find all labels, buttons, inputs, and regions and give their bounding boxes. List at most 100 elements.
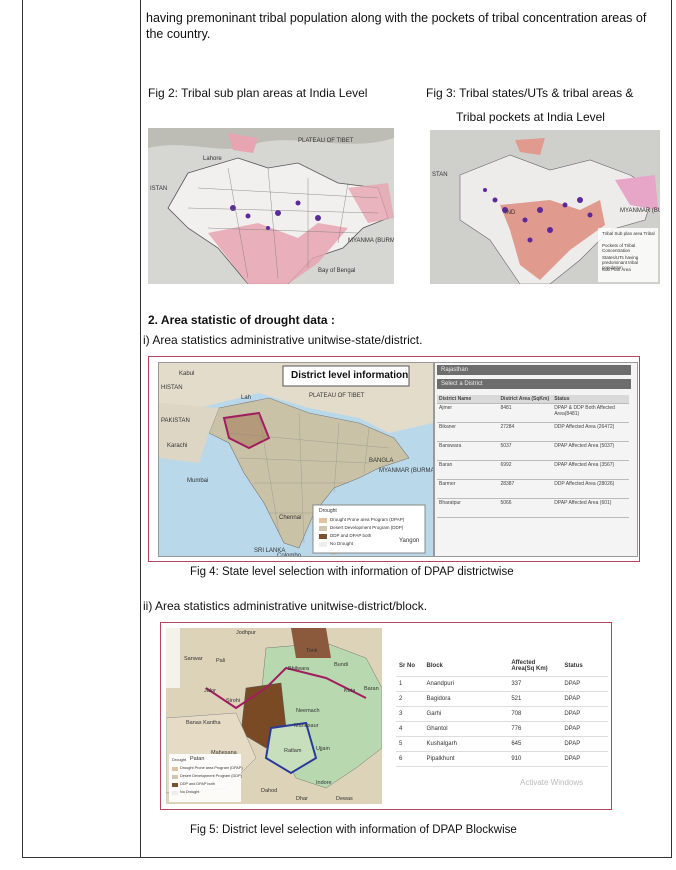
fig3-caption: Fig 3: Tribal states/UTs & tribal areas … xyxy=(426,86,634,100)
table-cell: Bikaner xyxy=(437,422,499,442)
fig3-map: STAN IND MYANMAR (BURMA) Tribal Sub plan ar… xyxy=(430,130,660,284)
table-cell: 1 xyxy=(396,676,424,692)
fig3-map-art xyxy=(430,130,660,284)
table-cell: 708 xyxy=(508,706,562,722)
legend-item: Drought Prone area Program (DPAP) xyxy=(180,766,243,770)
header-cell: Affected Area(Sq Km) xyxy=(508,656,562,677)
table-cell: Banswara xyxy=(437,441,499,461)
map-label: MYANMAR (BURMA) xyxy=(620,208,660,214)
table-cell: Pipalkhunt xyxy=(423,751,509,767)
map-label: Yangon xyxy=(399,538,420,544)
map-label: Sanwar xyxy=(184,656,203,662)
table-cell: DPAP xyxy=(561,736,608,752)
table-cell: Bharatpur xyxy=(437,498,499,518)
table-row: Bharatpur 5066 DPAP Affected Area (601) xyxy=(437,498,629,518)
map-label: Ujjain xyxy=(316,746,330,752)
subsection-text: ii) Area statistics administrative unitw… xyxy=(143,599,428,613)
legend-title: Drought xyxy=(319,508,337,514)
table-cell: DPAP xyxy=(561,721,608,737)
data-table: District Name District Area (SqKm) Status A… xyxy=(437,395,629,518)
state-select[interactable]: Rajasthan xyxy=(437,365,631,375)
block-table-wrap: Sr No Block Affected Area(Sq Km) Status 1 Ana… xyxy=(396,656,608,767)
table-cell: DPAP Affected Area (601) xyxy=(552,498,629,518)
header-cell: Block xyxy=(423,656,509,677)
legend-item: Drought Prone area Program (DPAP) xyxy=(330,517,405,522)
table-cell: 6992 xyxy=(498,460,553,480)
map-label: Tonk xyxy=(306,648,318,654)
map-label: SRI LANKA xyxy=(254,548,286,554)
legend-item: DDP and DPAP both xyxy=(180,782,215,786)
map-label: PAKISTAN xyxy=(161,418,190,424)
fig3-caption: Tribal pockets at India Level xyxy=(456,110,605,124)
map-label: Mahesana xyxy=(211,750,237,756)
fig5-map: Jodhpur Tonk Sanwar Pali Bhilwara Bundi Kota Ba… xyxy=(166,628,382,804)
map-label: Indore xyxy=(316,780,332,786)
map-label: Kota xyxy=(344,688,356,694)
header-row: Sr No Block Affected Area(Sq Km) Status xyxy=(396,656,608,677)
table-row: Barmer 28387 DDP Affected Area (28026) xyxy=(437,479,629,499)
legend-item: DDP and DPAP both xyxy=(330,533,372,538)
legend-item: Pockets of Tribal Concentration xyxy=(602,243,636,253)
fig4-map-art xyxy=(159,363,433,556)
fig2-caption: Fig 2: Tribal sub plan areas at India Le… xyxy=(148,86,368,100)
map-label: Patan xyxy=(190,756,205,762)
legend-item: States/UTs having predominant tribal pop… xyxy=(602,255,639,270)
map-label: MYANMA (BURMA) xyxy=(348,238,394,244)
map-label: IND xyxy=(505,210,516,216)
table-row: Baran 6992 DPAP Affected Area (3567) xyxy=(437,460,629,480)
panel-title: District level information xyxy=(291,370,409,381)
map-label: MYANMAR (BURMA) xyxy=(379,468,434,474)
fig4-caption: Fig 4: State level selection with inform… xyxy=(190,566,514,578)
table-cell: Barmer xyxy=(437,479,499,499)
map-label: Jodhpur xyxy=(236,630,256,636)
map-label: Dhar xyxy=(296,796,308,802)
map-label: ISTAN xyxy=(150,186,168,192)
table-row: 4 Ghantol 776 DPAP xyxy=(396,721,608,737)
map-label: Dewas xyxy=(336,796,353,802)
table-cell: DDP Affected Area (26472) xyxy=(552,422,629,442)
table-row: Bikaner 27284 DDP Affected Area (26472) xyxy=(437,422,629,442)
fig2-map-art xyxy=(148,128,394,284)
watermark: Activate Windows xyxy=(520,778,584,787)
table-cell: 776 xyxy=(508,721,562,737)
map-label: Lahore xyxy=(203,156,222,162)
column-divider xyxy=(140,0,141,858)
legend-title: Drought xyxy=(172,757,187,762)
map-label: Mumbai xyxy=(187,478,209,484)
fig2-map: PLATEAU OF TIBET ISTAN Lahore MYANMA (BURMA… xyxy=(148,128,394,284)
map-label: Bundi xyxy=(334,662,349,668)
map-label: Banas Kantha xyxy=(186,720,221,726)
header-cell: Status xyxy=(561,656,608,677)
map-label: Bay of Bengal xyxy=(318,268,356,274)
table-cell: Bagidora xyxy=(423,691,509,707)
page-frame xyxy=(22,0,672,858)
district-select[interactable]: Select a District xyxy=(437,379,631,389)
table-cell: 4 xyxy=(396,721,424,737)
intro-text: having premoninant tribal population alo… xyxy=(146,11,647,41)
table-cell: 2 xyxy=(396,691,424,707)
table-row: 5 Kushalgarh 645 DPAP xyxy=(396,736,608,752)
district-panel: Rajasthan Select a District District Nam… xyxy=(434,362,638,557)
table-cell: Anandpuri xyxy=(423,676,509,692)
map-label: PLATEAU OF TIBET xyxy=(298,138,354,144)
table-cell: DPAP xyxy=(561,691,608,707)
table-cell: DPAP Affected Area (3567) xyxy=(552,460,629,480)
map-label: Pali xyxy=(216,658,226,664)
header-cell: Sr No xyxy=(396,656,424,677)
map-label: Sirohi xyxy=(226,698,241,704)
legend-item: Tribal Sub plan area Tribal xyxy=(602,231,655,236)
map-label: Dahod xyxy=(261,788,278,794)
table-row: 1 Anandpuri 337 DPAP xyxy=(396,676,608,692)
table-cell: Ajmer xyxy=(437,403,499,423)
map-label: STAN xyxy=(432,172,448,178)
map-label: Chennai xyxy=(279,515,302,521)
legend-item: Desert Development Program (DDP) xyxy=(180,774,242,778)
fig5-frame xyxy=(160,622,612,810)
data-table: Sr No Block Affected Area(Sq Km) Status 1 Ana… xyxy=(396,656,608,767)
district-table-wrap: District Name District Area (SqKm) Status A… xyxy=(437,395,629,518)
table-cell: 8481 xyxy=(498,403,553,423)
table-cell: 5 xyxy=(396,736,424,752)
table-cell: Baran xyxy=(437,460,499,480)
table-cell: 5037 xyxy=(498,441,553,461)
